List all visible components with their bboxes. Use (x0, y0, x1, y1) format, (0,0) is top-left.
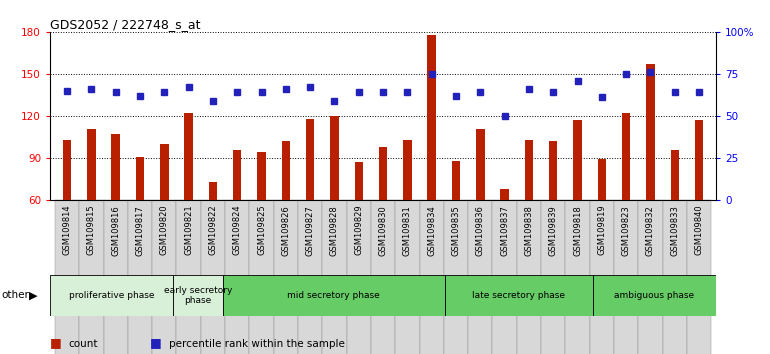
Bar (152, 200, 176, 354)
Bar (79, 200, 103, 354)
Bar (184, 113, 192, 200)
Text: late secretory phase: late secretory phase (472, 291, 565, 300)
Bar (55, 200, 79, 354)
Bar (209, 182, 217, 200)
Bar (128, 200, 152, 354)
Bar (593, 275, 716, 316)
Bar (223, 275, 445, 316)
Bar (468, 200, 493, 354)
Bar (493, 200, 517, 354)
Bar (371, 200, 395, 354)
Bar (638, 200, 663, 354)
Bar (500, 189, 509, 200)
Bar (379, 147, 387, 200)
Bar (354, 162, 363, 200)
Bar (273, 200, 298, 354)
Bar (524, 140, 533, 200)
Bar (614, 200, 638, 354)
Bar (136, 156, 144, 200)
Bar (444, 200, 468, 354)
Text: ▶: ▶ (29, 290, 38, 301)
Bar (476, 129, 484, 200)
Bar (225, 200, 249, 354)
Text: ■: ■ (150, 336, 162, 349)
Bar (452, 161, 460, 200)
Bar (395, 200, 420, 354)
Bar (420, 200, 444, 354)
Bar (403, 140, 412, 200)
Text: other: other (2, 290, 29, 301)
Bar (695, 120, 703, 200)
Bar (663, 200, 687, 354)
Bar (103, 200, 128, 354)
Text: ambiguous phase: ambiguous phase (614, 291, 695, 300)
Bar (160, 144, 169, 200)
Bar (50, 275, 173, 316)
Bar (598, 159, 606, 200)
Text: proliferative phase: proliferative phase (69, 291, 155, 300)
Bar (323, 200, 346, 354)
Bar (646, 64, 654, 200)
Bar (549, 141, 557, 200)
Bar (201, 200, 225, 354)
Bar (233, 149, 242, 200)
Bar (565, 200, 590, 354)
Bar (622, 113, 631, 200)
Bar (173, 275, 223, 316)
Bar (330, 116, 339, 200)
Bar (590, 200, 614, 354)
Bar (517, 200, 541, 354)
Bar (249, 200, 273, 354)
Bar (445, 275, 593, 316)
Text: GDS2052 / 222748_s_at: GDS2052 / 222748_s_at (50, 18, 200, 31)
Bar (87, 129, 95, 200)
Text: percentile rank within the sample: percentile rank within the sample (169, 339, 344, 349)
Bar (427, 35, 436, 200)
Bar (671, 149, 679, 200)
Text: mid secretory phase: mid secretory phase (287, 291, 380, 300)
Bar (176, 200, 201, 354)
Bar (257, 152, 266, 200)
Text: count: count (69, 339, 98, 349)
Bar (298, 200, 323, 354)
Text: ■: ■ (50, 336, 62, 349)
Bar (306, 119, 314, 200)
Text: early secretory
phase: early secretory phase (164, 286, 233, 305)
Bar (687, 200, 711, 354)
Bar (112, 134, 120, 200)
Bar (63, 140, 72, 200)
Bar (541, 200, 565, 354)
Bar (574, 120, 582, 200)
Bar (282, 141, 290, 200)
Bar (346, 200, 371, 354)
